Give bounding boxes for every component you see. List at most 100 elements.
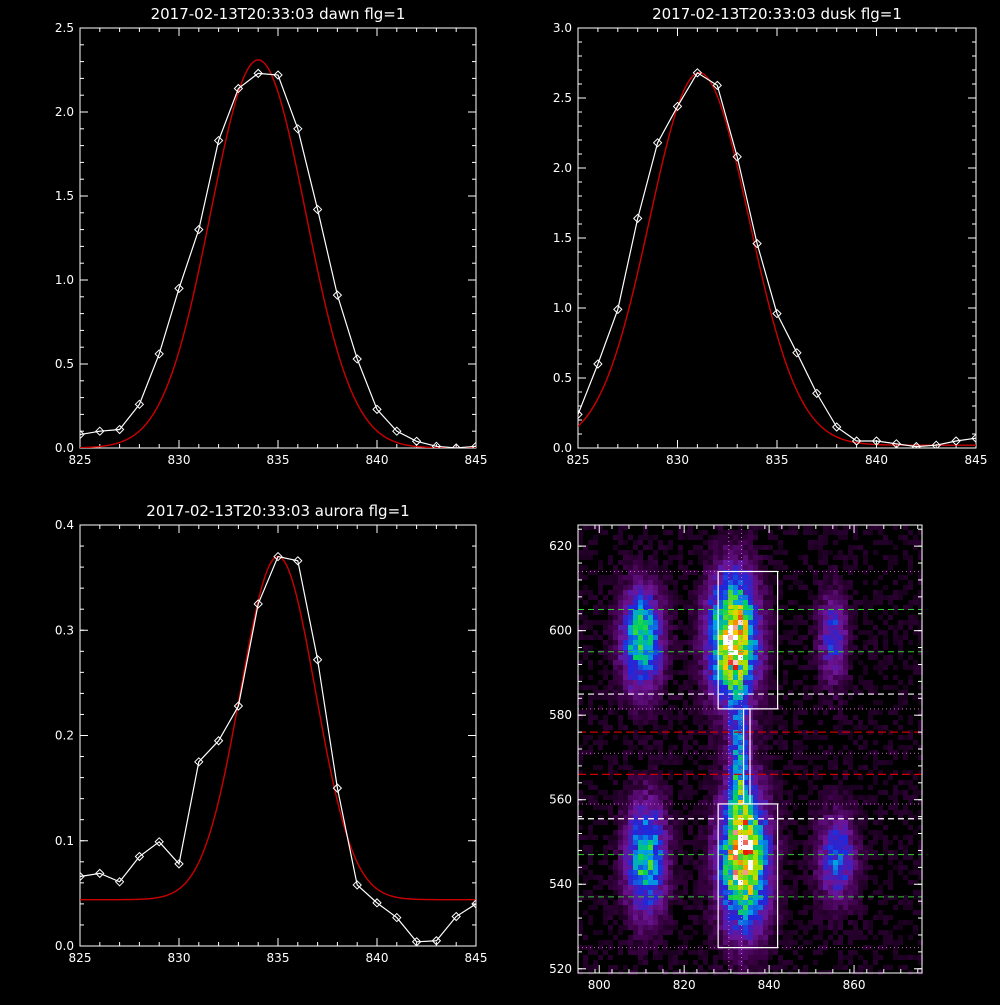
heatmap-cell — [708, 700, 713, 705]
heatmap-cell — [783, 740, 788, 745]
heatmap-cell — [603, 685, 608, 690]
heatmap-cell — [623, 700, 628, 705]
heatmap-cell — [583, 945, 588, 950]
heatmap-cell — [653, 815, 658, 820]
heatmap-cell — [663, 725, 668, 730]
heatmap-cell — [603, 915, 608, 920]
heatmap-cell — [773, 855, 778, 860]
heatmap-cell — [658, 690, 663, 695]
heatmap-cell — [668, 785, 673, 790]
heatmap-cell — [683, 850, 688, 855]
heatmap-cell — [658, 580, 663, 585]
heatmap-cell — [878, 760, 883, 765]
heatmap-cell — [658, 730, 663, 735]
heatmap-cell — [758, 810, 763, 815]
heatmap-cell — [643, 565, 648, 570]
heatmap-cell — [808, 595, 813, 600]
heatmap-cell — [898, 815, 903, 820]
heatmap-cell — [638, 695, 643, 700]
heatmap-cell — [698, 835, 703, 840]
data-point — [352, 880, 362, 890]
heatmap-cell — [768, 955, 773, 960]
heatmap-cell — [658, 930, 663, 935]
heatmap-cell — [708, 720, 713, 725]
heatmap-cell — [718, 820, 723, 825]
heatmap-cell — [698, 630, 703, 635]
heatmap-cell — [638, 810, 643, 815]
heatmap-cell — [623, 810, 628, 815]
heatmap-cell — [713, 880, 718, 885]
heatmap-cell — [908, 720, 913, 725]
heatmap-cell — [843, 670, 848, 675]
heatmap-cell — [668, 880, 673, 885]
heatmap-cell — [848, 855, 853, 860]
heatmap-cell — [623, 735, 628, 740]
heatmap-cell — [728, 595, 733, 600]
heatmap-cell — [778, 795, 783, 800]
heatmap-cell — [753, 825, 758, 830]
heatmap-cell — [613, 780, 618, 785]
heatmap-cell — [848, 625, 853, 630]
heatmap-cell — [853, 800, 858, 805]
heatmap-cell — [618, 820, 623, 825]
heatmap-cell — [718, 875, 723, 880]
heatmap-cell — [653, 840, 658, 845]
heatmap-cell — [693, 820, 698, 825]
heatmap-cell — [788, 800, 793, 805]
heatmap-cell — [728, 815, 733, 820]
heatmap-cell — [693, 550, 698, 555]
heatmap-cell — [658, 790, 663, 795]
heatmap-cell — [848, 730, 853, 735]
heatmap-cell — [708, 725, 713, 730]
heatmap-cell — [608, 765, 613, 770]
heatmap-cell — [738, 630, 743, 635]
heatmap-cell — [623, 585, 628, 590]
heatmap-cell — [793, 625, 798, 630]
heatmap-cell — [893, 785, 898, 790]
heatmap-cell — [773, 595, 778, 600]
heatmap-cell — [593, 895, 598, 900]
heatmap-cell — [863, 865, 868, 870]
heatmap-cell — [723, 655, 728, 660]
heatmap-cell — [603, 835, 608, 840]
heatmap-cell — [823, 695, 828, 700]
heatmap-cell — [708, 630, 713, 635]
heatmap-cell — [733, 690, 738, 695]
heatmap-cell — [898, 900, 903, 905]
heatmap-cell — [753, 570, 758, 575]
heatmap-cell — [713, 695, 718, 700]
heatmap-cell — [748, 670, 753, 675]
heatmap-cell — [713, 860, 718, 865]
heatmap-cell — [853, 635, 858, 640]
heatmap-cell — [763, 780, 768, 785]
heatmap-cell — [858, 650, 863, 655]
heatmap-cell — [633, 630, 638, 635]
heatmap-cell — [688, 790, 693, 795]
heatmap-cell — [738, 790, 743, 795]
heatmap-cell — [893, 795, 898, 800]
heatmap-cell — [828, 820, 833, 825]
heatmap-cell — [728, 830, 733, 835]
heatmap-cell — [608, 840, 613, 845]
heatmap-cell — [578, 660, 583, 665]
heatmap-cell — [903, 690, 908, 695]
heatmap-cell — [593, 525, 598, 530]
heatmap-cell — [793, 785, 798, 790]
heatmap-cell — [708, 620, 713, 625]
heatmap-cell — [618, 615, 623, 620]
heatmap-cell — [693, 710, 698, 715]
y-tick-label: 1.0 — [55, 273, 74, 287]
heatmap-cell — [753, 920, 758, 925]
heatmap-cell — [633, 770, 638, 775]
heatmap-cell — [588, 950, 593, 955]
heatmap-cell — [813, 705, 818, 710]
heatmap-cell — [778, 685, 783, 690]
heatmap-cell — [633, 785, 638, 790]
heatmap-cell — [678, 945, 683, 950]
heatmap-cell — [633, 950, 638, 955]
heatmap-cell — [868, 640, 873, 645]
heatmap-cell — [583, 685, 588, 690]
heatmap-cell — [658, 685, 663, 690]
heatmap-cell — [878, 540, 883, 545]
heatmap-cell — [823, 845, 828, 850]
